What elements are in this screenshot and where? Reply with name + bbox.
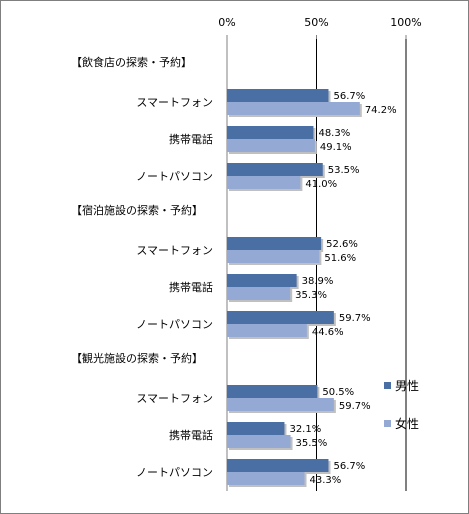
bar-female (227, 324, 307, 337)
x-tick-label: 50% (304, 16, 328, 29)
group-label: 【飲食店の探索・予約】 (71, 55, 192, 69)
bar-male (227, 311, 334, 324)
category-label: 携帯電話 (169, 132, 213, 146)
bar-male (227, 163, 323, 176)
data-label-male: 52.6% (326, 239, 358, 250)
bar-male (227, 89, 329, 102)
bar-male (227, 274, 297, 287)
data-label-female: 51.6% (324, 253, 356, 264)
bar-male (227, 422, 285, 435)
bar-female (227, 250, 320, 263)
bar-female (227, 176, 301, 189)
data-label-male: 48.3% (318, 128, 350, 139)
group-label: 【観光施設の探索・予約】 (71, 351, 203, 365)
bar-female (227, 435, 291, 448)
data-label-female: 35.5% (296, 438, 328, 449)
bars-layer (227, 89, 362, 487)
x-tick-label: 0% (218, 16, 235, 29)
data-label-male: 56.7% (333, 461, 365, 472)
bar-male (227, 459, 329, 472)
bar-female (227, 472, 305, 485)
category-label: 携帯電話 (169, 280, 213, 294)
data-label-male: 59.7% (339, 313, 371, 324)
data-label-female: 49.1% (320, 142, 352, 153)
data-label-female: 43.3% (310, 475, 342, 486)
category-label: ノートパソコン (136, 318, 213, 331)
data-label-female: 59.7% (339, 401, 371, 412)
data-label-female: 44.6% (312, 327, 344, 338)
category-label: 携帯電話 (169, 428, 213, 442)
bar-female (227, 398, 334, 411)
group-label: 【宿泊施設の探索・予約】 (71, 203, 203, 217)
data-label-female: 35.3% (295, 290, 327, 301)
category-label: ノートパソコン (136, 170, 213, 183)
data-label-female: 74.2% (365, 105, 397, 116)
bar-male (227, 385, 318, 398)
data-label-male: 53.5% (328, 165, 360, 176)
bar-male (227, 237, 322, 250)
legend-label-female: 女性 (395, 416, 419, 431)
bar-female (227, 102, 360, 115)
legend-swatch-female (384, 420, 391, 427)
legend-label-male: 男性 (395, 379, 419, 393)
category-label: スマートフォン (136, 244, 213, 257)
data-label-male: 56.7% (333, 91, 365, 102)
bar-female (227, 139, 315, 152)
category-label: スマートフォン (136, 96, 213, 109)
category-label: スマートフォン (136, 392, 213, 405)
legend-swatch-male (384, 382, 391, 389)
data-label-male: 50.5% (322, 387, 354, 398)
data-label-female: 41.0% (305, 179, 337, 190)
data-label-male: 38.9% (302, 276, 334, 287)
data-label-male: 32.1% (289, 424, 321, 435)
bar-female (227, 287, 291, 300)
labels-layer: 0% 50% 100%【飲食店の探索・予約】スマートフォン 56.7%74.2%携帯電… (71, 16, 422, 486)
x-tick-label: 100% (390, 16, 421, 29)
bar-male (227, 126, 314, 139)
category-label: ノートパソコン (136, 466, 213, 479)
